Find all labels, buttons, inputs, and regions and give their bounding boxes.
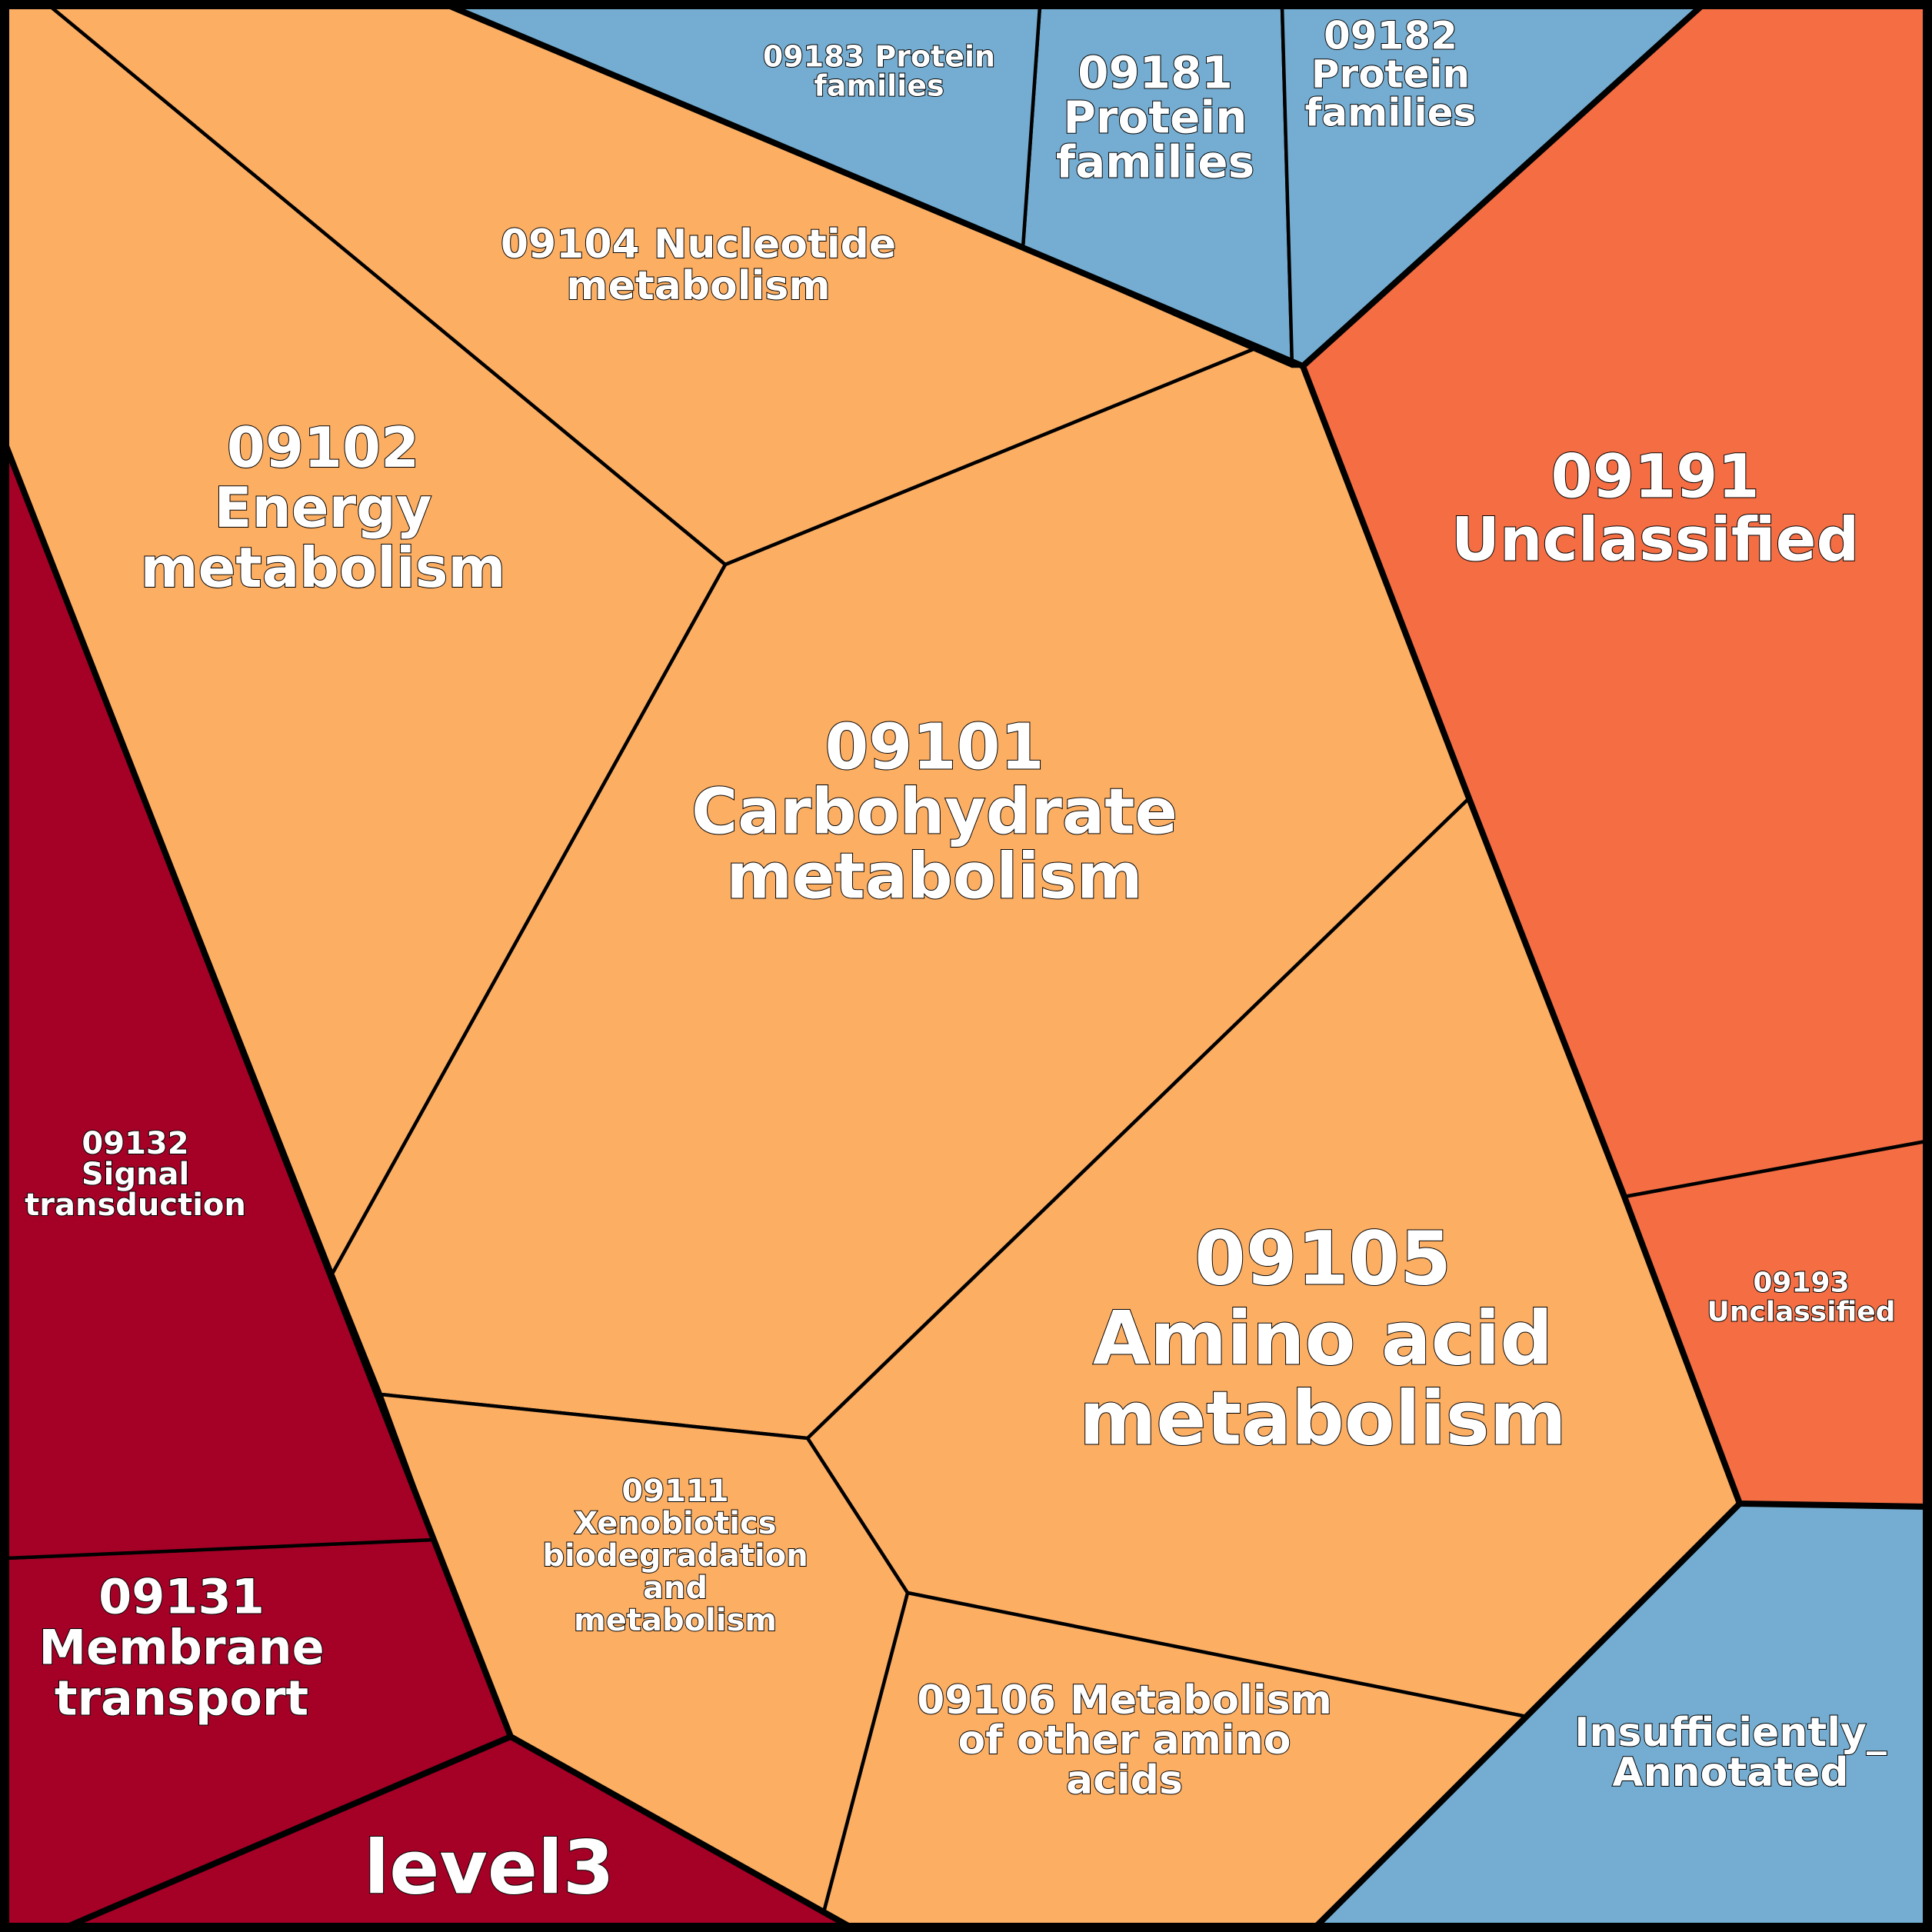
cell-label-line: acids: [1066, 1757, 1183, 1804]
cell-label-line: metabolism: [1079, 1376, 1566, 1462]
cell-label-line: Amino acid: [1093, 1296, 1553, 1382]
cell-label-line: 09105: [1194, 1216, 1451, 1302]
cell-label-09182: 09182 Protein families: [1305, 14, 1477, 135]
group-border: [68, 1734, 512, 1929]
cell-label-line: metabolism: [726, 841, 1142, 914]
cell-label-line: Insufficiently_: [1574, 1710, 1887, 1756]
cell-label-09111: 09111 Xenobiotics biodegradation and metabol…: [542, 1474, 808, 1638]
cell-label-09183: 09183 Protein families: [763, 39, 995, 102]
cell-label-09106: 09106 Metabolism of other amino acids: [917, 1677, 1332, 1804]
cell-label-line: Unclassified: [1451, 505, 1860, 575]
cell-label-09132: 09132 Signal transduction: [25, 1126, 246, 1223]
cell-label-line: metabolism: [566, 263, 830, 309]
group-border: [1301, 4, 1704, 368]
cell-label-09131: 09131 Membrane transport: [38, 1569, 324, 1727]
cell-label-line: level3: [364, 1825, 614, 1911]
cell-label-line: and: [643, 1571, 708, 1606]
cell-label-line: Carbohydrate: [691, 776, 1178, 849]
cell-label-line: 09181: [1078, 46, 1233, 98]
cell-label-line: Membrane: [38, 1620, 324, 1676]
cell-label-line: families: [814, 68, 944, 102]
cell-label-insufficiently-annotated: Insufficiently_ Annotated: [1574, 1710, 1887, 1796]
cell-label-line: transport: [55, 1671, 308, 1727]
cell-label-line: transduction: [25, 1188, 246, 1223]
cell-label-line: 09191: [1551, 442, 1759, 511]
cell-label-line: families: [1305, 91, 1477, 135]
cell-label-line: 09111: [621, 1474, 728, 1509]
cell-label-line: Signal: [82, 1157, 189, 1192]
cell-label-line: 09131: [98, 1569, 265, 1625]
cells-layer: [3, 3, 1928, 1929]
group-border: [1739, 1501, 1927, 1510]
cell-label-line: metabolism: [140, 535, 505, 600]
cell-label-09181: 09181 Protein families: [1056, 46, 1254, 188]
cell-label-09102: 09102 Energy metabolism: [140, 415, 505, 600]
group-border: [3, 445, 850, 1929]
cell-label-line: 09101: [824, 711, 1044, 784]
cell-label-line: Annotated: [1612, 1750, 1848, 1796]
cell-label-level3: level3: [364, 1825, 614, 1911]
cell-label-line: biodegradation: [542, 1538, 808, 1574]
cell-label-line: Protein: [1311, 52, 1470, 97]
cell-label-line: Protein: [1063, 91, 1247, 143]
cell-label-line: 09106 Metabolism: [917, 1677, 1332, 1724]
cell-label-line: families: [1056, 135, 1254, 188]
cell-label-line: 09102: [227, 415, 420, 480]
cell-label-09104: 09104 Nucleotide metabolism: [501, 222, 896, 309]
cell-label-09191: 09191 Unclassified: [1451, 442, 1860, 575]
cell-label-line: 09132: [82, 1126, 188, 1161]
cell-label-line: 09183 Protein: [763, 39, 995, 73]
cell-label-09193: 09193 Unclassified: [1707, 1267, 1896, 1328]
cell-label-line: Unclassified: [1707, 1297, 1896, 1328]
cell-label-line: Energy: [214, 475, 431, 540]
cell-label-line: Xenobiotics: [574, 1506, 776, 1541]
cell-label-09101: 09101 Carbohydrate metabolism: [691, 711, 1178, 914]
cell-label-line: 09104 Nucleotide: [501, 222, 896, 268]
cell-label-line: 09193: [1753, 1267, 1849, 1299]
cell-label-line: metabolism: [574, 1603, 777, 1638]
cell-label-line: of other amino: [958, 1717, 1291, 1764]
cell-label-line: 09182: [1324, 14, 1457, 58]
cell-label-09105: 09105 Amino acid metabolism: [1079, 1216, 1566, 1462]
